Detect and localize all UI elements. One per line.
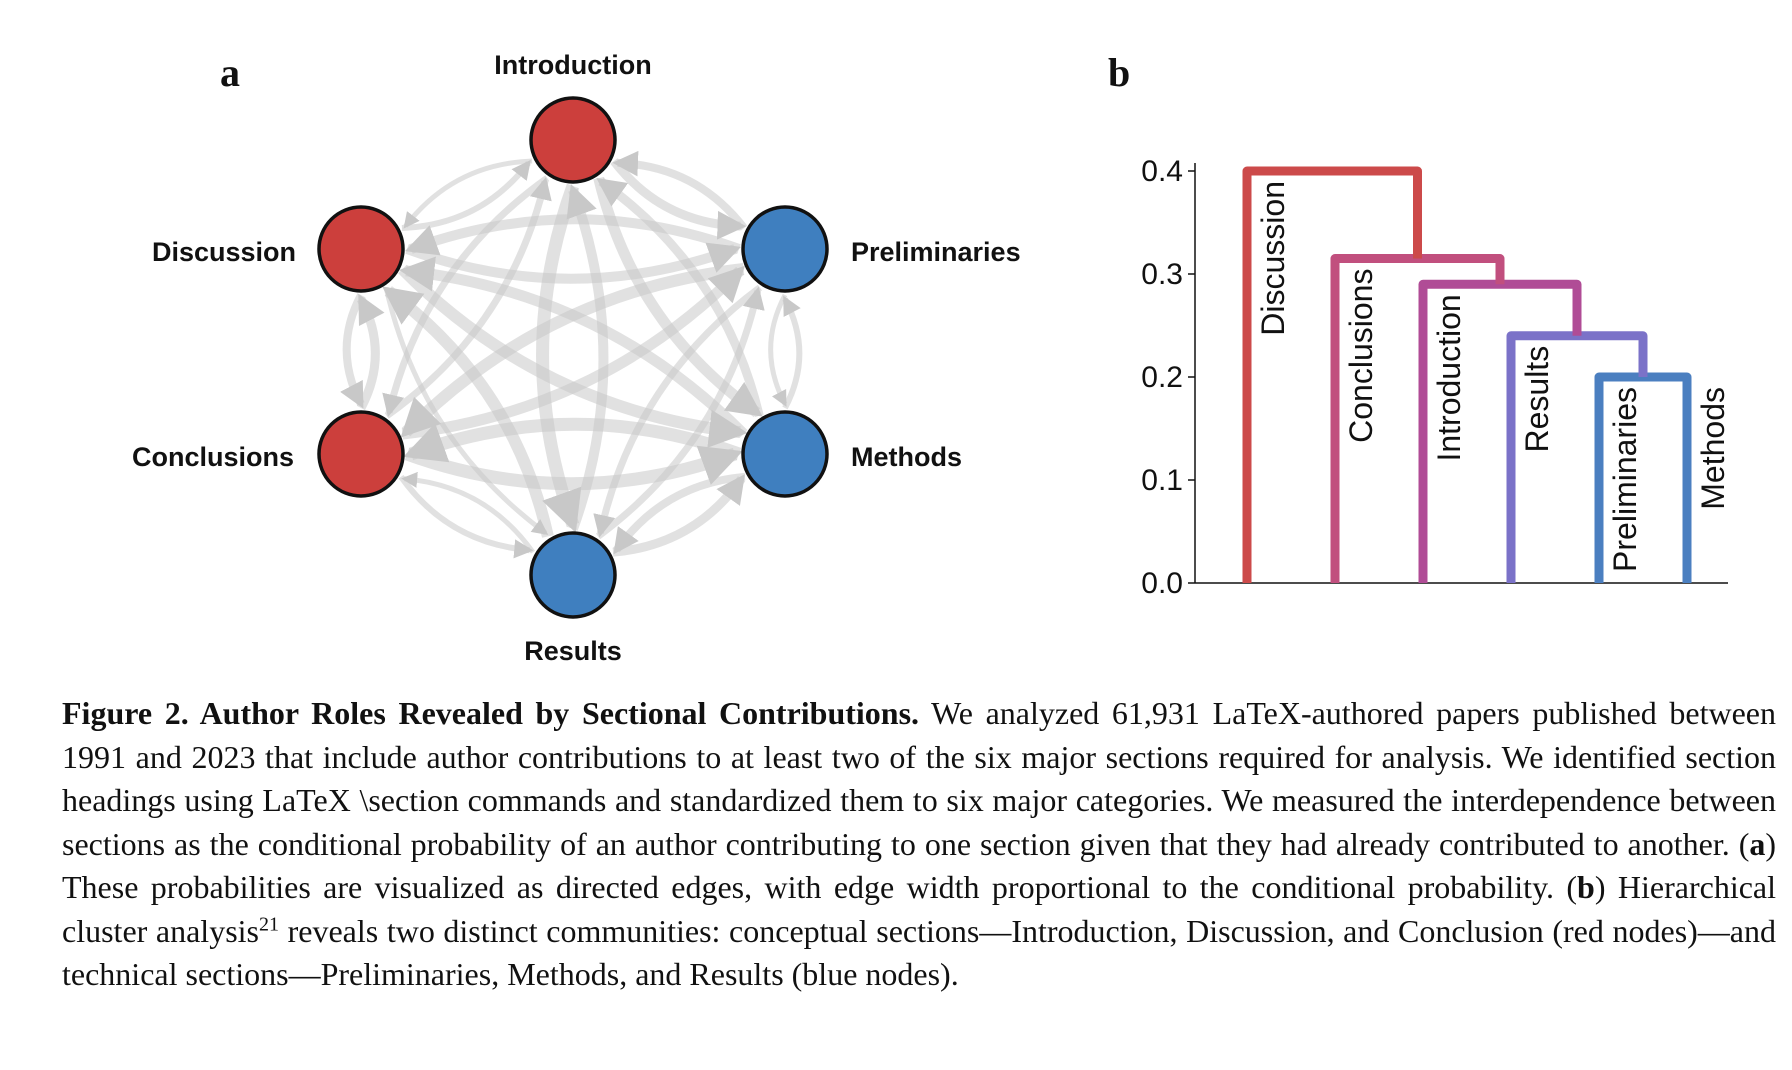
- node-introduction: [529, 96, 617, 184]
- leaf-label-methods: Methods: [1695, 387, 1731, 510]
- edge-conclusions-to-results: [398, 475, 534, 559]
- node-label-discussion: Discussion: [152, 237, 296, 267]
- edge-discussion-to-introduction: [401, 159, 531, 231]
- y-tick-label: 0.2: [1141, 361, 1183, 394]
- edge-introduction-to-results: [536, 183, 582, 533]
- y-tick-label: 0.1: [1141, 464, 1183, 497]
- caption-citation: 21: [259, 912, 279, 935]
- caption-text-2: ) These probabilities are visualized as …: [62, 825, 1776, 906]
- node-conclusions: [317, 410, 405, 498]
- edge-methods-to-discussion: [399, 256, 748, 438]
- y-tick-label: 0.4: [1141, 155, 1183, 188]
- edge-results-to-conclusions: [401, 471, 536, 554]
- caption-text-3: ) Hierarchical cluster analysis: [62, 869, 1777, 949]
- edge-conclusions-to-discussion: [356, 293, 385, 411]
- node-preliminaries: [741, 205, 829, 293]
- edge-results-to-preliminaries: [596, 286, 765, 540]
- caption-ref-b: b: [1577, 869, 1595, 905]
- dendrogram-y-axis: 0.0 0.1 0.2 0.3 0.4: [1141, 155, 1728, 600]
- y-tick-label: 0.3: [1141, 258, 1183, 291]
- edge-conclusions-to-methods: [404, 445, 743, 491]
- edge-preliminaries-to-discussion: [404, 214, 741, 256]
- edge-discussion-to-conclusions: [340, 293, 365, 409]
- edge-introduction-to-discussion: [403, 158, 533, 229]
- caption-text-4: reveals two distinct communities: concep…: [62, 912, 1777, 993]
- network-edges: [340, 150, 803, 559]
- edge-preliminaries-to-introduction: [612, 150, 748, 231]
- edge-conclusions-to-preliminaries: [401, 265, 745, 440]
- dendrogram-leaf-labels: Discussion Conclusions Introduction Results…: [1255, 181, 1731, 572]
- leaf-label-introduction: Introduction: [1431, 294, 1467, 461]
- edge-preliminaries-to-results: [593, 284, 762, 538]
- caption-ref-a: a: [1749, 825, 1766, 862]
- caption-label: Figure 2. Author Roles Revealed by Secti…: [62, 695, 920, 731]
- node-results: [529, 531, 617, 619]
- edge-discussion-to-methods: [398, 264, 748, 448]
- figure-caption: Figure 2. Author Roles Revealed by Secti…: [62, 692, 1776, 997]
- edge-results-to-introduction: [566, 183, 609, 531]
- node-label-results: Results: [524, 636, 622, 666]
- node-label-introduction: Introduction: [494, 50, 651, 80]
- edge-results-to-discussion: [382, 286, 554, 538]
- caption-text-1: We analyzed 61,931 LaTeX-authored papers…: [62, 695, 1777, 862]
- link-discussion: [1242, 166, 1422, 583]
- node-label-conclusions: Conclusions: [132, 442, 294, 472]
- edge-introduction-to-preliminaries: [610, 158, 747, 240]
- dendrogram-links: [1242, 166, 1692, 583]
- leaf-label-conclusions: Conclusions: [1343, 269, 1379, 443]
- node-label-methods: Methods: [851, 442, 962, 472]
- edge-methods-to-introduction: [596, 177, 764, 417]
- leaf-label-preliminaries: Preliminaries: [1607, 387, 1643, 572]
- edge-methods-to-results: [613, 472, 746, 555]
- leaf-label-discussion: Discussion: [1255, 181, 1291, 336]
- panel-b-letter: b: [1108, 50, 1130, 95]
- edge-results-to-methods: [612, 474, 746, 557]
- edge-preliminaries-to-methods: [768, 293, 788, 407]
- panel-a-letter: a: [220, 50, 240, 95]
- node-label-preliminaries: Preliminaries: [851, 237, 1021, 267]
- leaf-label-results: Results: [1519, 346, 1555, 453]
- node-methods: [741, 410, 829, 498]
- edge-methods-to-preliminaries: [782, 295, 803, 410]
- y-tick-label: 0.0: [1141, 567, 1183, 600]
- network-nodes: [317, 96, 829, 619]
- node-discussion: [317, 205, 405, 293]
